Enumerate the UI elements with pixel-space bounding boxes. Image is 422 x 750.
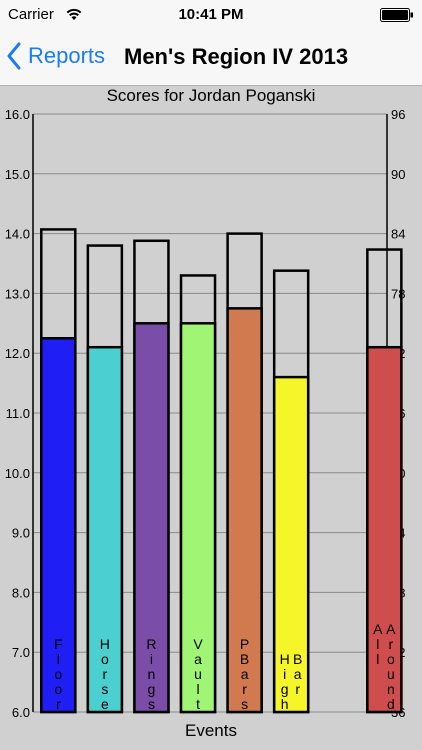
bar — [179, 322, 217, 714]
y-tick-label-left: 13.0 — [5, 286, 30, 301]
y-tick-label-left: 15.0 — [5, 167, 30, 182]
bar — [272, 375, 310, 714]
y-tick-label-right: 90 — [391, 167, 405, 182]
wifi-icon — [66, 8, 82, 20]
y-tick-label-left: 7.0 — [12, 645, 30, 660]
chart-area: Scores for Jordan Poganski Events 6.0 7.0… — [0, 86, 422, 750]
back-button[interactable]: Reports — [6, 40, 105, 72]
page-title: Men's Region IV 2013 — [124, 44, 349, 69]
chart-title: Scores for Jordan Poganski — [107, 86, 316, 105]
bar — [40, 337, 77, 714]
y-tick-label-right: 84 — [391, 227, 405, 242]
status-bar: Carrier 10:41 PM — [0, 0, 422, 30]
carrier-label: Carrier — [8, 6, 54, 23]
y-tick-label-right: 96 — [391, 107, 405, 122]
y-tick-label-left: 9.0 — [12, 526, 30, 541]
bar — [133, 322, 170, 714]
bar — [366, 345, 403, 714]
status-time: 10:41 PM — [178, 6, 244, 23]
y-tick-label-left: 16.0 — [5, 107, 30, 122]
battery-icon — [380, 8, 413, 22]
chevron-left-icon — [7, 42, 21, 70]
scores-chart: Scores for Jordan Poganski Events 6.0 7.0… — [5, 86, 406, 740]
back-button-label: Reports — [28, 43, 106, 68]
navigation-bar: Reports Men's Region IV 2013 — [0, 30, 422, 86]
x-axis-title: Events — [185, 721, 237, 740]
y-tick-label-left: 6.0 — [12, 705, 30, 720]
bar — [86, 345, 124, 714]
y-tick-label-left: 11.0 — [6, 406, 30, 421]
bar — [226, 307, 263, 714]
y-tick-label-left: 14.0 — [5, 227, 30, 242]
y-tick-label-right: 78 — [391, 286, 405, 301]
y-tick-label-left: 8.0 — [12, 585, 30, 600]
y-tick-label-left: 10.0 — [5, 466, 30, 481]
y-tick-label-left: 12.0 — [5, 346, 30, 361]
